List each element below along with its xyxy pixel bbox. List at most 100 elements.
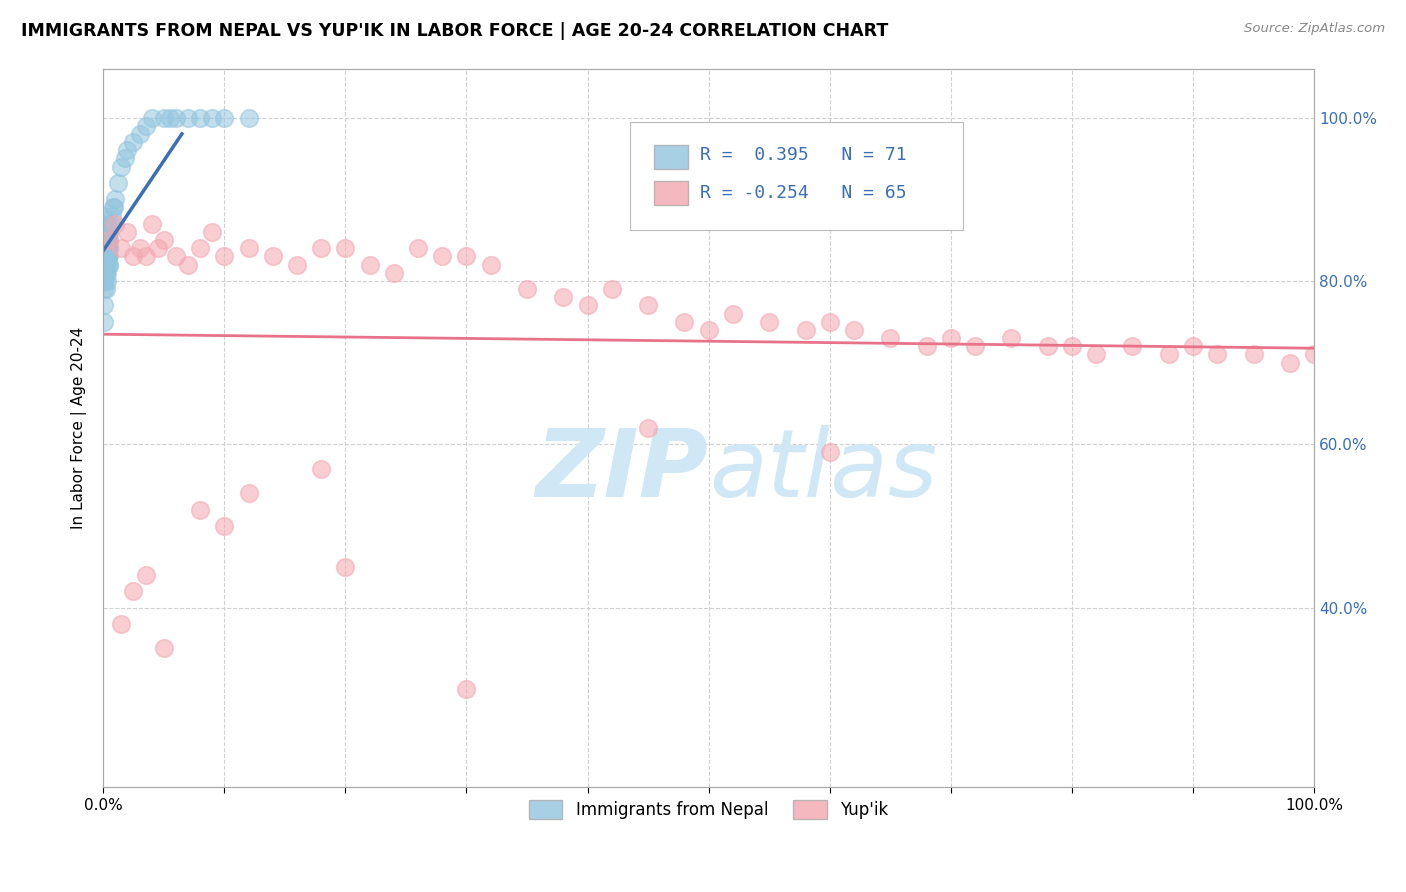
Point [818,315,841,329]
Point [96,233,118,247]
Point [673,315,696,329]
Point [93,258,115,272]
Point [96,266,118,280]
Point [152,233,174,247]
Text: R =  0.395   N = 71: R = 0.395 N = 71 [700,146,907,164]
Point [1060,339,1083,353]
Point [97,249,120,263]
Point [96,258,118,272]
Point [100,217,122,231]
Point [1278,355,1301,369]
Point [122,249,145,263]
Point [94,241,117,255]
Point [93,249,115,263]
Legend: Immigrants from Nepal, Yup'ik: Immigrants from Nepal, Yup'ik [523,793,894,826]
Point [94,233,117,247]
Y-axis label: In Labor Force | Age 20-24: In Labor Force | Age 20-24 [72,326,87,529]
Point [553,290,575,304]
Point [110,160,132,174]
Point [879,331,901,345]
Point [939,331,962,345]
Point [600,282,623,296]
Point [96,282,118,296]
Point [1085,347,1108,361]
Point [1243,347,1265,361]
Point [177,111,200,125]
Point [98,233,121,247]
Point [214,249,236,263]
Point [479,258,502,272]
Point [93,258,115,272]
Text: ZIP: ZIP [536,425,709,517]
Point [98,225,121,239]
Point [110,616,132,631]
Point [165,249,187,263]
Point [93,233,115,247]
Point [98,241,121,255]
Point [96,249,118,263]
Bar [654,145,688,169]
Point [576,298,599,312]
Point [110,241,132,255]
Point [97,258,120,272]
Point [214,111,236,125]
Point [94,258,117,272]
Point [214,519,236,533]
Text: R = -0.254   N = 65: R = -0.254 N = 65 [700,184,907,202]
Point [152,641,174,656]
Point [135,567,157,582]
Point [114,152,136,166]
Point [238,486,260,500]
Point [93,241,115,255]
Point [96,274,118,288]
Point [98,258,121,272]
Point [94,249,117,263]
Point [152,111,174,125]
Point [93,315,115,329]
Point [97,249,120,263]
Point [159,111,181,125]
Point [141,217,163,231]
Point [94,249,117,263]
Point [1036,339,1059,353]
Point [117,225,139,239]
Point [1206,347,1229,361]
Point [96,217,118,231]
Text: atlas: atlas [709,425,936,516]
Point [516,282,538,296]
Point [794,323,817,337]
Point [238,241,260,255]
Point [382,266,405,280]
Point [188,241,211,255]
Point [96,266,118,280]
Point [637,298,659,312]
Point [96,258,118,272]
Point [93,298,115,312]
Point [135,249,157,263]
Point [93,282,115,296]
Point [359,258,381,272]
Point [1157,347,1180,361]
Point [93,266,115,280]
Point [94,249,117,263]
Point [122,584,145,599]
Point [96,249,118,263]
Point [96,249,118,263]
Point [309,461,332,475]
Point [1121,339,1143,353]
Point [309,241,332,255]
Point [758,315,780,329]
Point [101,200,124,214]
Point [963,339,986,353]
Point [818,445,841,459]
Point [96,241,118,255]
Point [97,233,120,247]
Point [93,241,115,255]
Point [1000,331,1022,345]
Point [165,111,187,125]
Point [201,111,224,125]
Point [146,241,169,255]
Point [1303,347,1326,361]
Point [96,233,118,247]
Point [96,241,118,255]
